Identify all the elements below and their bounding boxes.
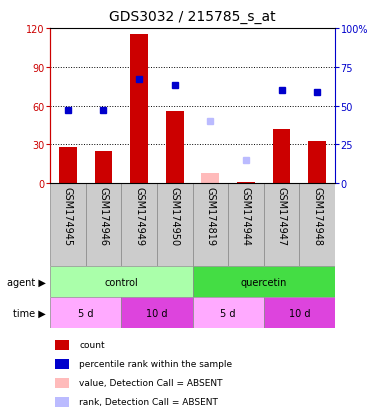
Bar [192, 184, 228, 266]
Text: 10 d: 10 d [289, 308, 310, 318]
Text: 5 d: 5 d [220, 308, 236, 318]
Text: GSM174950: GSM174950 [170, 186, 180, 245]
Bar [55, 359, 69, 369]
Bar [50, 184, 85, 266]
Bar [264, 297, 335, 328]
Bar [308, 141, 326, 184]
Bar [264, 184, 300, 266]
Bar [192, 266, 335, 297]
Bar [55, 378, 69, 388]
Bar [55, 397, 69, 407]
Text: percentile rank within the sample: percentile rank within the sample [79, 359, 233, 368]
Bar [121, 297, 192, 328]
Text: value, Detection Call = ABSENT: value, Detection Call = ABSENT [79, 378, 223, 387]
Bar [300, 184, 335, 266]
Text: rank, Detection Call = ABSENT: rank, Detection Call = ABSENT [79, 397, 218, 406]
Bar [55, 340, 69, 350]
Text: GSM174948: GSM174948 [312, 186, 322, 245]
Bar [50, 266, 192, 297]
Bar [166, 112, 184, 184]
Bar [95, 152, 112, 184]
Bar [201, 173, 219, 184]
Bar [192, 297, 264, 328]
Text: 5 d: 5 d [78, 308, 94, 318]
Text: GSM174949: GSM174949 [134, 186, 144, 245]
Bar [130, 36, 148, 184]
Bar [237, 183, 255, 184]
Text: GSM174819: GSM174819 [205, 186, 215, 245]
Text: GSM174947: GSM174947 [276, 186, 286, 245]
Bar [59, 147, 77, 184]
Bar [85, 184, 121, 266]
Bar [157, 184, 192, 266]
Bar [121, 184, 157, 266]
Text: agent ▶: agent ▶ [7, 277, 46, 287]
Text: GSM174944: GSM174944 [241, 186, 251, 245]
Text: control: control [104, 277, 138, 287]
Text: GDS3032 / 215785_s_at: GDS3032 / 215785_s_at [109, 10, 276, 24]
Bar [50, 297, 121, 328]
Text: count: count [79, 340, 105, 349]
Text: time ▶: time ▶ [13, 308, 46, 318]
Bar [228, 184, 264, 266]
Bar [273, 130, 290, 184]
Text: GSM174946: GSM174946 [99, 186, 109, 245]
Text: 10 d: 10 d [146, 308, 167, 318]
Text: GSM174945: GSM174945 [63, 186, 73, 245]
Text: quercetin: quercetin [241, 277, 287, 287]
